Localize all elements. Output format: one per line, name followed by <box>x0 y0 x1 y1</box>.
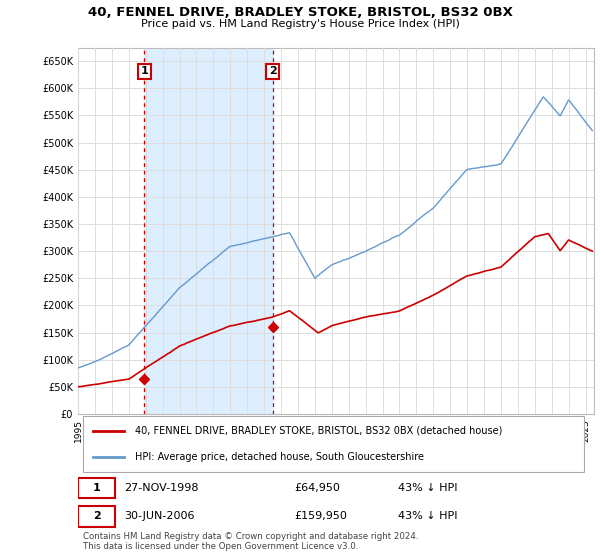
Text: Contains HM Land Registry data © Crown copyright and database right 2024.
This d: Contains HM Land Registry data © Crown c… <box>83 532 419 551</box>
Text: 40, FENNEL DRIVE, BRADLEY STOKE, BRISTOL, BS32 0BX: 40, FENNEL DRIVE, BRADLEY STOKE, BRISTOL… <box>88 6 512 18</box>
Text: 40, FENNEL DRIVE, BRADLEY STOKE, BRISTOL, BS32 0BX (detached house): 40, FENNEL DRIVE, BRADLEY STOKE, BRISTOL… <box>135 426 502 436</box>
Text: £159,950: £159,950 <box>295 511 347 521</box>
Text: HPI: Average price, detached house, South Gloucestershire: HPI: Average price, detached house, Sout… <box>135 452 424 462</box>
Text: Price paid vs. HM Land Registry's House Price Index (HPI): Price paid vs. HM Land Registry's House … <box>140 19 460 29</box>
Text: 2: 2 <box>93 511 100 521</box>
FancyBboxPatch shape <box>78 506 115 526</box>
Bar <box>145 48 272 414</box>
Text: 1: 1 <box>140 67 148 76</box>
Text: 1: 1 <box>93 483 100 493</box>
Text: 2: 2 <box>269 67 277 76</box>
Text: 43% ↓ HPI: 43% ↓ HPI <box>398 511 457 521</box>
FancyBboxPatch shape <box>83 417 584 472</box>
Text: £64,950: £64,950 <box>295 483 341 493</box>
Text: 27-NOV-1998: 27-NOV-1998 <box>124 483 199 493</box>
Text: 30-JUN-2006: 30-JUN-2006 <box>124 511 195 521</box>
Text: 43% ↓ HPI: 43% ↓ HPI <box>398 483 457 493</box>
FancyBboxPatch shape <box>78 478 115 498</box>
